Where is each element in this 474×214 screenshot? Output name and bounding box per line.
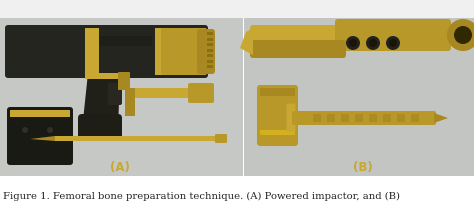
Bar [125,88,200,98]
Polygon shape [30,136,55,141]
Circle shape [349,39,357,47]
Circle shape [366,36,380,50]
FancyBboxPatch shape [78,114,122,140]
Bar [207,37,213,40]
Bar [10,110,70,117]
Circle shape [369,39,377,47]
Text: (B): (B) [353,162,373,174]
Polygon shape [82,73,120,130]
FancyBboxPatch shape [257,85,298,146]
Bar [355,114,363,122]
Circle shape [47,127,53,133]
Circle shape [447,19,474,51]
FancyBboxPatch shape [292,111,436,125]
Circle shape [346,36,360,50]
FancyBboxPatch shape [335,19,451,51]
Bar [260,130,295,135]
Polygon shape [434,113,448,123]
Text: Figure 1. Femoral bone preparation technique. (A) Powered impactor, and (B): Figure 1. Femoral bone preparation techn… [3,192,400,201]
Bar [397,114,405,122]
Bar [155,28,163,75]
FancyBboxPatch shape [286,104,295,131]
Bar [207,49,213,52]
Bar [327,114,335,122]
Bar [411,114,419,122]
FancyBboxPatch shape [7,107,73,165]
Bar [207,54,213,57]
Circle shape [22,127,28,133]
Bar [125,88,135,116]
Text: (A): (A) [110,162,130,174]
Circle shape [386,36,400,50]
Bar [55,136,220,141]
Bar [207,43,213,46]
Bar [85,28,99,75]
Bar [369,114,377,122]
Bar [313,114,321,122]
Bar [207,65,213,68]
FancyBboxPatch shape [118,72,130,90]
FancyBboxPatch shape [197,29,215,74]
Bar [244,18,474,176]
Bar [85,73,120,79]
FancyBboxPatch shape [108,83,122,105]
Bar [383,114,391,122]
FancyBboxPatch shape [5,25,208,78]
FancyBboxPatch shape [215,134,227,143]
Bar [341,114,349,122]
Bar [0,18,243,176]
Circle shape [454,26,472,44]
FancyBboxPatch shape [250,25,356,46]
Bar [207,32,213,35]
FancyBboxPatch shape [250,40,346,58]
Bar [0,0,474,18]
Polygon shape [240,28,253,55]
Bar [260,88,295,96]
Bar [100,36,152,46]
FancyBboxPatch shape [188,83,214,103]
Bar [207,59,213,62]
FancyBboxPatch shape [161,28,207,75]
Circle shape [389,39,397,47]
